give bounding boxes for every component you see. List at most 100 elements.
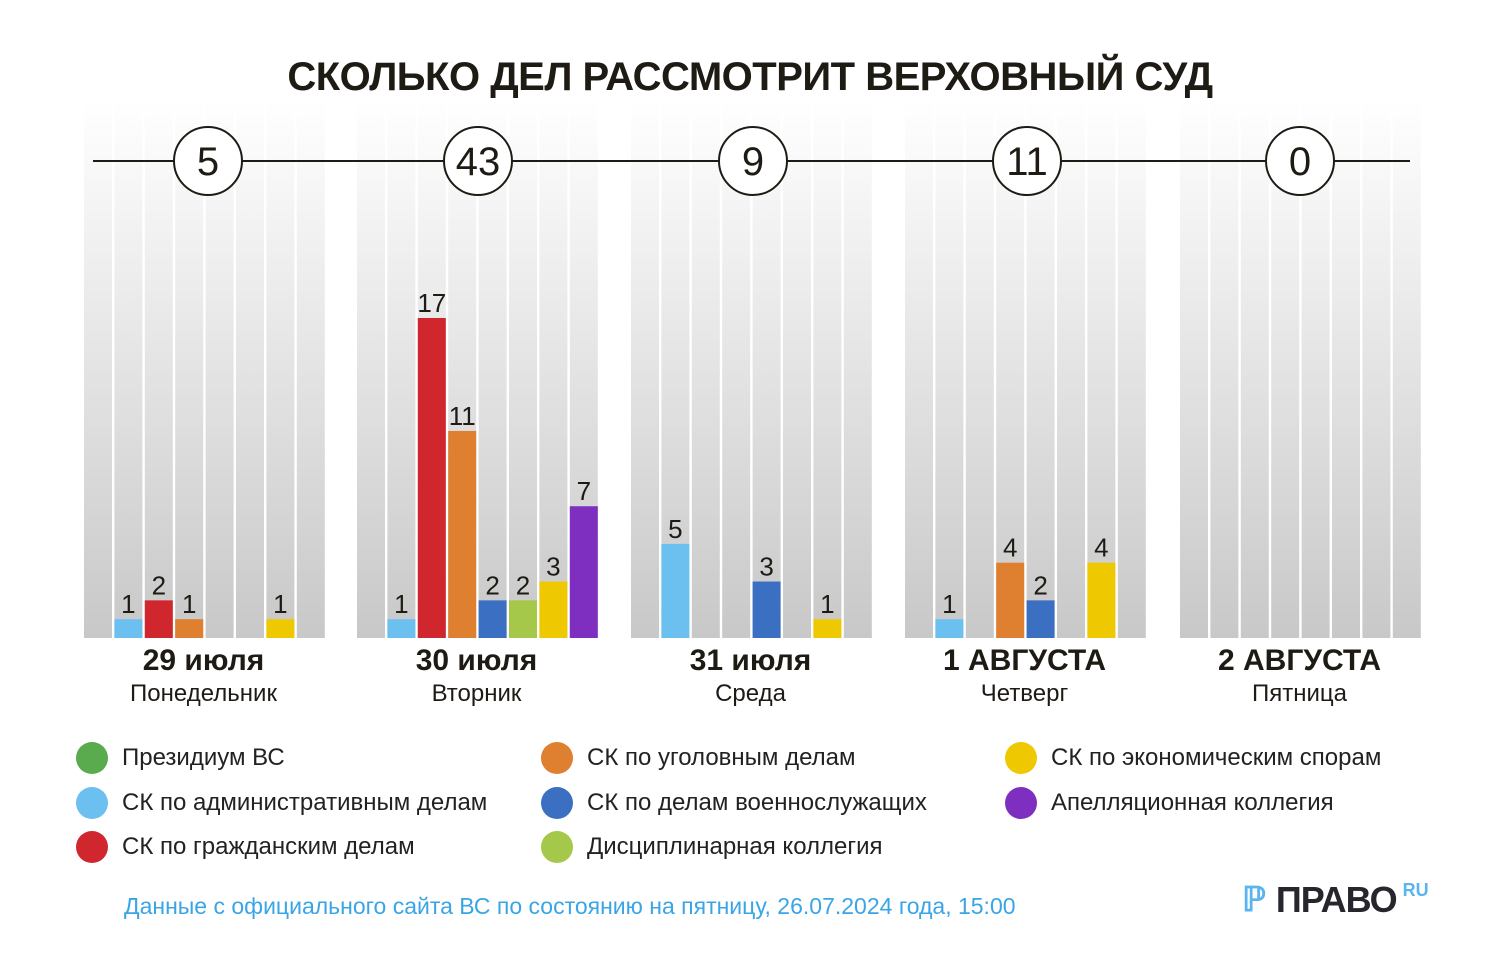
column-background: [266, 100, 295, 638]
weekday: Среда: [715, 680, 786, 707]
legend-item: СК по административным делам: [76, 787, 487, 819]
bar-value-label: 2: [152, 570, 166, 600]
column-background: [691, 100, 720, 638]
bar-value-label: 11: [449, 401, 476, 431]
bar-value-label: 3: [546, 552, 560, 582]
legend-label: СК по уголовным делам: [587, 744, 856, 771]
bar-value-label: 3: [759, 552, 773, 582]
pravo-ru-logo: ℙ ПРАВО RU: [1242, 880, 1429, 920]
legend-item: СК по уголовным делам: [541, 742, 856, 774]
weekday: Четверг: [980, 680, 1069, 707]
bar: [144, 600, 173, 638]
bar: [813, 619, 842, 638]
bar: [417, 318, 446, 638]
date: 30 июля: [415, 644, 538, 677]
legend-item: СК по делам военнослужащих: [541, 787, 927, 819]
day-label: 29 июля Понедельник: [82, 644, 325, 708]
legend-dot-icon: [76, 742, 108, 774]
bar-value-label: 2: [485, 570, 499, 600]
chart-title: СКОЛЬКО ДЕЛ РАССМОТРИТ ВЕРХОВНЫЙ СУД: [287, 55, 1213, 99]
legend-dot-icon: [1005, 787, 1037, 819]
column-background: [1392, 100, 1421, 638]
legend-label: СК по делам военнослужащих: [587, 789, 927, 816]
bar: [448, 430, 477, 638]
date: 1 АВГУСТА: [942, 644, 1107, 677]
bar-value-label: 2: [1033, 570, 1047, 600]
column-background: [1332, 100, 1360, 638]
bar: [661, 543, 690, 638]
date: 2 АВГУСТА: [1217, 644, 1382, 677]
column-background: [783, 100, 811, 638]
legend-label: Президиум ВС: [122, 744, 285, 771]
legend-dot-icon: [541, 831, 573, 863]
column-background: [813, 100, 842, 638]
column-background: [1180, 100, 1208, 638]
legend-label: Дисциплинарная коллегия: [587, 833, 883, 860]
weekday: Вторник: [431, 680, 522, 707]
bar: [266, 619, 295, 638]
column-background: [1362, 100, 1391, 638]
bar-value-label: 4: [1003, 533, 1017, 563]
legend-dot-icon: [541, 787, 573, 819]
column-background: [84, 100, 112, 638]
legend-dot-icon: [76, 831, 108, 863]
column-background: [1210, 100, 1239, 638]
column-background: [357, 100, 385, 638]
legend-item: Дисциплинарная коллегия: [541, 831, 883, 863]
column-background: [236, 100, 264, 638]
column-background: [631, 100, 659, 638]
day-total-label: 11: [1006, 140, 1048, 184]
bar: [935, 619, 964, 638]
column-background: [144, 100, 173, 638]
column-background: [114, 100, 143, 638]
day-total-label: 5: [197, 140, 219, 184]
day-total-circle: [1265, 126, 1335, 196]
bar: [569, 506, 598, 638]
column-background: [935, 100, 964, 638]
day-label: 31 июля Среда: [629, 644, 872, 708]
bar: [1087, 562, 1116, 638]
logo-icon: ℙ: [1242, 881, 1266, 919]
day-total-circle: [443, 126, 513, 196]
bar-value-label: 17: [417, 288, 446, 318]
bar: [996, 562, 1025, 638]
day-total-label: 43: [456, 140, 501, 184]
legend-item: Президиум ВС: [76, 742, 285, 774]
bar: [509, 600, 537, 638]
day-total-label: 0: [1289, 140, 1311, 184]
bar-value-label: 1: [820, 589, 834, 619]
bar-value-label: 1: [942, 589, 956, 619]
legend-label: СК по экономическим спорам: [1051, 744, 1382, 771]
date: 31 июля: [689, 644, 812, 677]
column-background: [843, 100, 872, 638]
day-label: 2 АВГУСТА Пятница: [1178, 644, 1421, 708]
column-background: [296, 100, 325, 638]
column-background: [539, 100, 568, 638]
bar-value-label: 7: [577, 476, 591, 506]
column-background: [387, 100, 416, 638]
column-background: [1117, 100, 1146, 638]
legend-item: СК по экономическим спорам: [1005, 742, 1381, 774]
bar: [175, 619, 204, 638]
date: 29 июля: [142, 644, 265, 677]
day-total-circle: [718, 126, 788, 196]
day-total-circle: [992, 126, 1062, 196]
legend-item: Апелляционная коллегия: [1005, 787, 1334, 819]
bar: [387, 619, 416, 638]
weekday: Понедельник: [130, 680, 277, 707]
legend-label: Апелляционная коллегия: [1051, 789, 1334, 816]
column-background: [965, 100, 994, 638]
legend-label: СК по административным делам: [122, 789, 488, 816]
day-total-label: 9: [742, 140, 764, 184]
bar-value-label: 1: [121, 589, 135, 619]
bar: [539, 581, 568, 638]
day-label: 30 июля Вторник: [355, 644, 598, 708]
column-background: [905, 100, 933, 638]
bar-value-label: 1: [394, 589, 408, 619]
weekday: Пятница: [1252, 680, 1347, 707]
legend-item: СК по гражданским делам: [76, 831, 415, 863]
legend-dot-icon: [76, 787, 108, 819]
legend-dot-icon: [1005, 742, 1037, 774]
bar-value-label: 4: [1094, 533, 1108, 563]
